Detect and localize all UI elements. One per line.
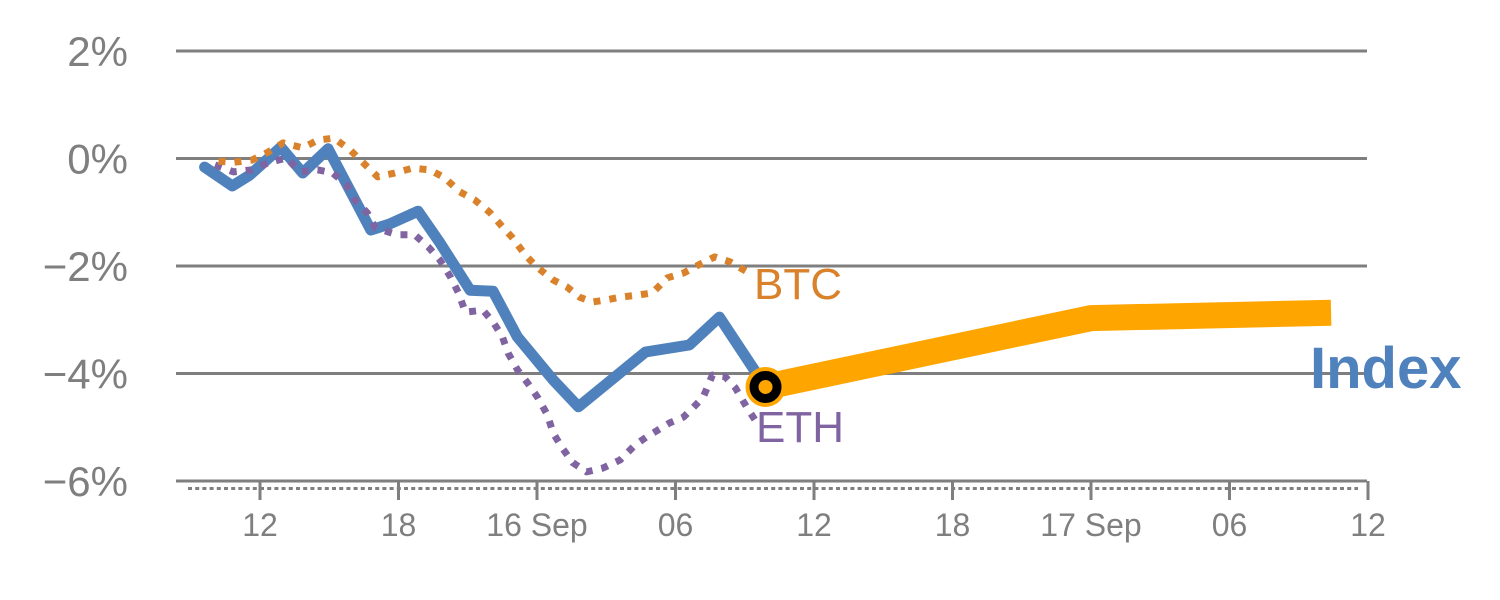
x-tick-label: 16 Sep — [486, 507, 587, 543]
index-series-label: Index — [1310, 336, 1462, 401]
y-tick-label: −2% — [43, 243, 128, 290]
series-labels: BTC ETH Index — [754, 260, 1462, 452]
y-tick-label: 0% — [67, 136, 128, 183]
index-line — [199, 141, 771, 413]
x-tick-label: 06 — [1212, 507, 1248, 543]
eth-series-label: ETH — [756, 403, 844, 452]
forecast-start-marker — [745, 366, 786, 407]
y-gridlines — [176, 49, 1367, 483]
x-tick-label: 17 Sep — [1040, 507, 1141, 543]
eth-line — [213, 154, 760, 476]
x-axis-labels: 12 18 16 Sep 06 12 18 17 Sep 06 12 — [242, 507, 1386, 543]
x-axis — [188, 481, 1370, 500]
x-tick-label: 12 — [796, 507, 832, 543]
btc-series-label: BTC — [754, 260, 842, 309]
x-tick-label: 18 — [935, 507, 971, 543]
x-tick-label: 12 — [1350, 507, 1386, 543]
index_forecast-line — [762, 299, 1332, 400]
x-tick-label: 12 — [242, 507, 278, 543]
y-tick-label: −6% — [43, 458, 128, 505]
y-tick-label: −4% — [43, 351, 128, 398]
series-lines — [199, 134, 1332, 476]
y-tick-label: 2% — [67, 28, 128, 75]
x-tick-label: 18 — [381, 507, 417, 543]
y-axis-labels: 2% 0% −2% −4% −6% — [43, 28, 128, 505]
marker-ring — [749, 370, 782, 403]
x-tick-label: 06 — [658, 507, 694, 543]
